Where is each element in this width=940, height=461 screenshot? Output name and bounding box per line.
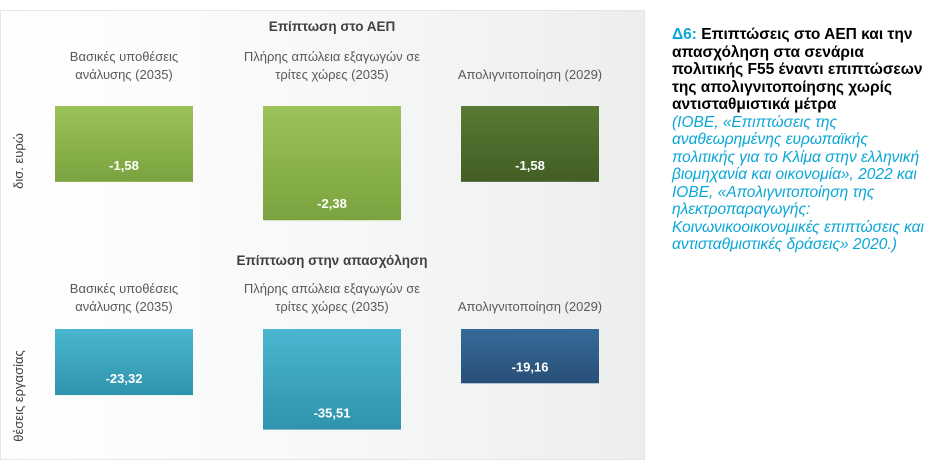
figure-caption: Δ6: Επιπτώσεις στο ΑΕΠ και την απασχόλησ… <box>672 26 934 254</box>
employment-category-label: Βασικές υποθέσεις ανάλυσης (2035) <box>70 281 178 314</box>
employment-category-label: Απολιγνιτοποίηση (2029) <box>458 299 602 314</box>
employment-value-label: -19,16 <box>512 359 549 374</box>
gdp-category-label: Πλήρης απώλεια εξαγωγών σε τρίτες χώρες (… <box>244 49 420 82</box>
gdp-chart-title: Επίπτωση στο ΑΕΠ <box>269 19 396 34</box>
gdp-category-label: Βασικές υποθέσεις ανάλυσης (2035) <box>70 49 178 82</box>
employment-value-label: -35,51 <box>314 406 351 421</box>
employment-chart-title: Επίπτωση στην απασχόληση <box>236 253 427 268</box>
gdp-bar <box>461 106 599 182</box>
caption-lead: Δ6: <box>672 26 697 43</box>
gdp-category-label: Απολιγνιτοποίηση (2029) <box>458 67 602 82</box>
employment-y-axis-label: θέσεις εργασίας <box>11 350 26 442</box>
employment-bar <box>55 329 193 396</box>
caption-source: (ΙΟΒΕ, «Επιπτώσεις της αναθεωρημένης ευρ… <box>672 113 924 254</box>
gdp-bar <box>55 106 193 182</box>
caption-title: Επιπτώσεις στο ΑΕΠ και την απασχόληση στ… <box>672 26 923 113</box>
gdp-value-label: -2,38 <box>317 196 347 211</box>
gdp-value-label: -1,58 <box>109 158 139 173</box>
gdp-y-axis-label: δισ. ευρώ <box>11 133 26 189</box>
employment-value-label: -23,32 <box>106 371 143 386</box>
employment-bar <box>263 329 401 430</box>
charts-svg: Επίπτωση στο ΑΕΠ δισ. ευρώ Βασικές υποθέσε… <box>11 19 602 442</box>
chart-panel: Επίπτωση στο ΑΕΠ δισ. ευρώ Βασικές υποθέσε… <box>0 10 645 460</box>
gdp-value-label: -1,58 <box>515 158 545 173</box>
gdp-bar <box>263 106 401 221</box>
employment-bar <box>461 329 599 384</box>
employment-category-label: Πλήρης απώλεια εξαγωγών σε τρίτες χώρες (… <box>244 281 420 314</box>
